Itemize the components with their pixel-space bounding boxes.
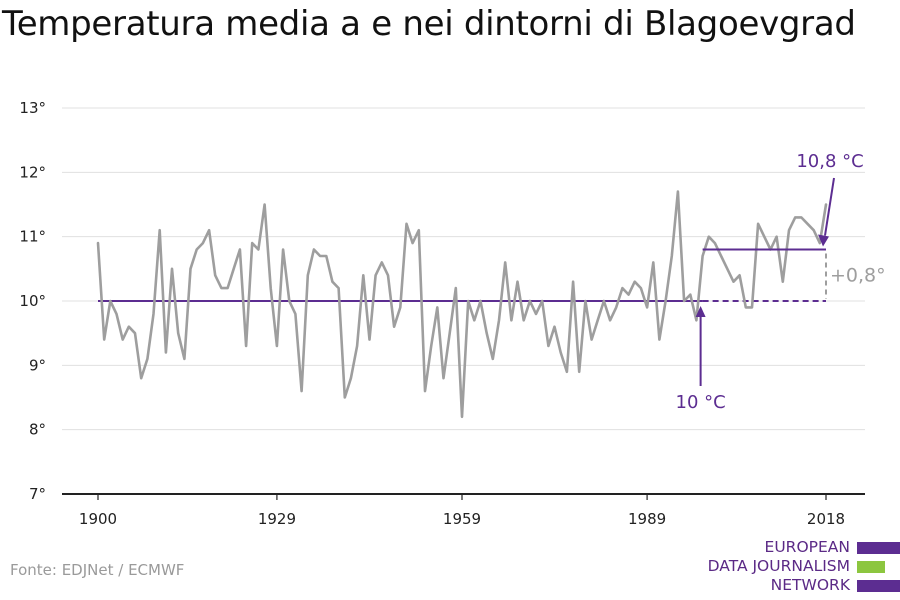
- y-tick-label: 12°: [19, 163, 46, 181]
- logo-bar-green: [857, 561, 885, 573]
- y-tick-label: 13°: [19, 99, 46, 117]
- x-tick-label: 2018: [807, 510, 845, 528]
- temperature-series-line: [96, 190, 828, 419]
- baseline-label: 10 °C: [676, 392, 726, 413]
- logo-text-line-3: NETWORK: [770, 576, 850, 594]
- x-tick-label: 1989: [628, 510, 666, 528]
- x-tick-label: 1959: [443, 510, 481, 528]
- chart-title: Temperatura media a e nei dintorni di Bl…: [2, 4, 856, 44]
- logo-text-line-2: DATA JOURNALISM: [707, 557, 850, 575]
- y-tick-label: 11°: [19, 228, 46, 246]
- recent-mean-arrow-shaft: [824, 177, 835, 236]
- x-tick-label: 1929: [258, 510, 296, 528]
- difference-label: +0,8°: [830, 264, 886, 286]
- y-tick-label: 8°: [29, 421, 46, 439]
- source-note: Fonte: EDJNet / ECMWF: [10, 561, 185, 579]
- baseline-arrow-head: [695, 306, 706, 317]
- edjnet-logo[interactable]: EUROPEAN DATA JOURNALISM NETWORK: [700, 538, 900, 598]
- logo-text-line-1: EUROPEAN: [764, 538, 850, 556]
- y-tick-label: 10°: [19, 292, 46, 310]
- recent-mean-label: 10,8 °C: [796, 151, 863, 172]
- x-tick-label: 1900: [79, 510, 117, 528]
- recent-mean-arrow-head: [818, 234, 829, 247]
- logo-bar-purple-2: [857, 580, 900, 592]
- y-tick-label: 9°: [29, 356, 46, 374]
- y-tick-label: 7°: [29, 485, 46, 503]
- logo-bar-purple: [857, 542, 900, 554]
